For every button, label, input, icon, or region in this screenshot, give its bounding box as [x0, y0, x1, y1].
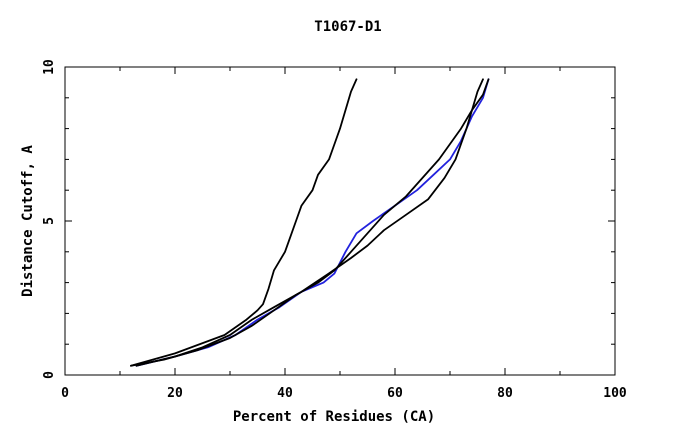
series-layer: [130, 78, 490, 367]
series-line-blue: [135, 78, 490, 367]
x-tick-label: 40: [277, 386, 293, 401]
x-tick-label: 60: [387, 386, 403, 401]
series-line-black: [135, 78, 484, 367]
y-tick-label: 10: [42, 59, 57, 75]
x-axis-label: Percent of Residues (CA): [233, 409, 435, 425]
series-line-black: [130, 78, 490, 367]
plot-frame: [64, 66, 616, 376]
x-tick-label: 100: [603, 386, 627, 401]
x-tick-label: 80: [497, 386, 513, 401]
series-line-black: [130, 78, 358, 367]
chart-title: T1067-D1: [314, 19, 381, 35]
x-tick-label: 20: [167, 386, 183, 401]
x-tick-label: 0: [61, 386, 69, 401]
tick-layer: 0 20 40 60 80 100 0 5 10: [42, 59, 627, 401]
y-tick-label: 5: [42, 217, 57, 225]
y-axis-label: Distance Cutoff, A: [20, 145, 36, 297]
y-tick-label: 0: [42, 371, 57, 379]
